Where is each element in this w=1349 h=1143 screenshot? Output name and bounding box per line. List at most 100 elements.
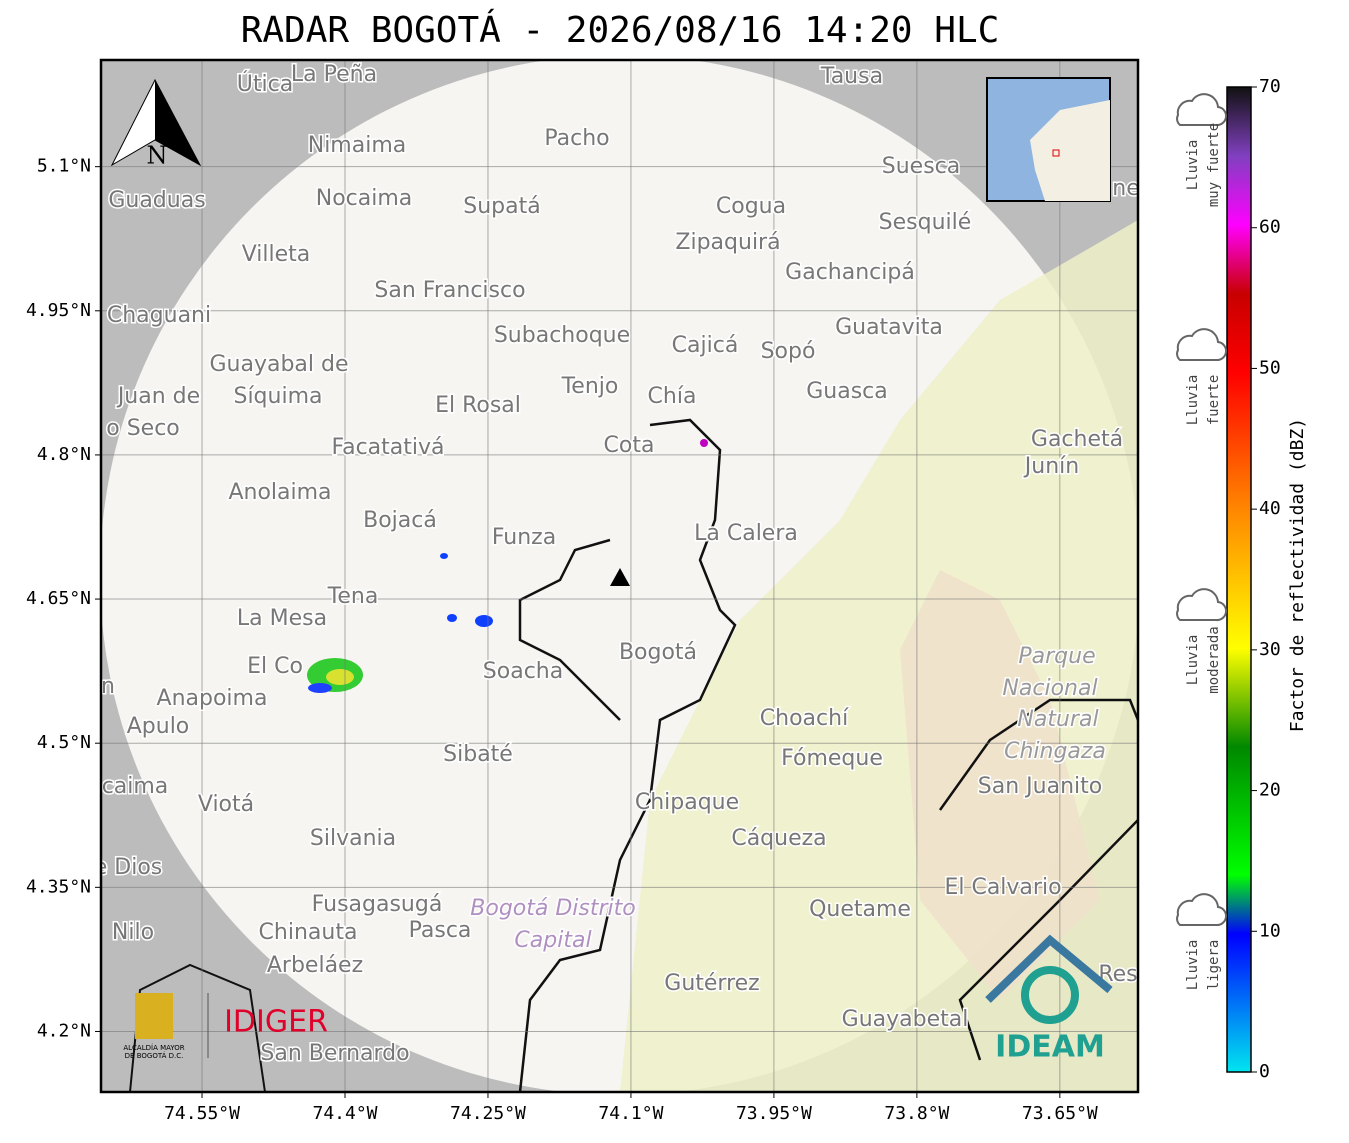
place-label: Fómeque [781,746,883,771]
lon-tick-label: 74.25°W [450,1103,526,1124]
place-label: Supatá [463,194,540,219]
colorbar-label: Factor de reflectividad (dBZ) [1287,418,1308,732]
colorbar [1226,86,1252,1073]
place-label: El Rosal [435,393,521,418]
legend-label: fuerte [1206,375,1222,426]
place-label: Choachí [760,706,849,731]
legend-label: Lluvia [1185,140,1201,191]
place-label: Síquima [233,384,322,409]
place-label: Zipaquirá [675,230,780,255]
place-label: Sesquilé [879,210,972,235]
place-label: La Peña [291,62,377,87]
idiger-logo: IDIGER [224,1005,328,1040]
place-label: Guayabal de [209,352,348,377]
place-label: Apulo [127,714,190,739]
place-label: Villeta [242,242,311,267]
colorbar-tick-label: 50 [1259,357,1281,378]
lat-tick-label: 4.35°N [26,876,91,897]
place-label: La Calera [694,521,798,546]
lon-tick-label: 73.95°W [736,1103,812,1124]
north-label: N [147,142,168,170]
place-label: San Juanito [978,774,1102,799]
title: RADAR BOGOTÁ - 2026/08/16 14:20 HLC [241,9,1000,51]
place-label: Chaguani [107,303,211,328]
place-label: o Seco [106,416,180,441]
place-label: Cáqueza [731,826,826,851]
rain-icon [1176,328,1227,362]
lon-tick-label: 73.65°W [1022,1103,1098,1124]
place-label: La Mesa [237,606,327,631]
place-label: Arbeláez [267,953,363,978]
place-label: Anolaima [228,480,331,505]
place-label: Nilo [112,920,154,945]
lat-tick-label: 4.2°N [37,1020,91,1041]
place-label: Quetame [809,897,911,922]
place-label: Capital [514,928,591,953]
place-label: Guayabetal [842,1007,969,1032]
colorbar-tick-label: 60 [1259,217,1281,238]
place-label: Fusagasugá [312,892,443,917]
place-label: Tausa [820,64,883,89]
place-label: n [101,674,115,699]
place-label: Viotá [198,792,254,817]
colorbar-tick-label: 10 [1259,920,1281,941]
lon-tick-label: 73.8°W [884,1103,949,1124]
place-label: Cogua [716,194,786,219]
place-label: Junín [1023,454,1079,479]
place-label: Suesca [882,154,960,179]
colorbar-tick-label: 20 [1259,780,1281,801]
legend-label: Lluvia [1185,635,1201,686]
place-label: Pacho [544,126,609,151]
colorbar-tick-label: 30 [1259,639,1281,660]
place-label: Bojacá [363,508,437,533]
ideam-logo: IDEAM [995,1030,1105,1065]
place-label: Chipaque [635,790,739,815]
place-label: Pasca [409,918,472,943]
colorbar-tick-label: 70 [1259,76,1281,97]
place-label: Nimaima [308,133,407,158]
place-label: Gachetá [1031,427,1123,452]
place-label: Anapoima [157,686,268,711]
lon-tick-label: 74.4°W [312,1103,377,1124]
lat-tick-label: 4.65°N [26,588,91,609]
place-label: Cajicá [672,333,739,358]
place-label: Parque [1018,644,1095,669]
place-label: San Francisco [374,278,525,303]
place-label: Soacha [483,659,563,684]
lat-tick-label: 5.1°N [37,156,91,177]
lat-tick-label: 4.5°N [37,732,91,753]
map-frame [99,58,1140,1094]
place-label: ne [1112,176,1139,201]
legend-label: ligera [1206,940,1222,991]
legend-label: Lluvia [1185,940,1201,991]
colorbar-tick-label: 0 [1259,1061,1270,1082]
place-label: Gachancipá [785,260,915,285]
alcaldia-text: DE BOGOTÁ D.C. [125,1051,184,1060]
place-label: Gutérrez [664,971,759,996]
rain-icon [1176,93,1227,127]
lat-tick-label: 4.8°N [37,444,91,465]
place-label: Funza [492,525,556,550]
place-label: Bogotá [619,640,697,665]
lon-tick-label: 74.1°W [598,1103,663,1124]
place-label: Sopó [761,339,816,364]
place-label: Bogotá Distrito [470,896,635,921]
place-label: Chía [648,384,697,409]
place-label: Cota [604,433,655,458]
place-label: Guatavita [835,315,943,340]
place-label: El Co [247,654,303,679]
place-label: Silvania [310,826,396,851]
place-label: San Bernardo [260,1041,409,1066]
place-label: Tena [327,584,379,609]
legend-label: muy fuerte [1206,123,1222,207]
lon-tick-label: 74.55°W [164,1103,240,1124]
place-label: Guasca [806,379,888,404]
place-label: Natural [1017,707,1098,732]
legend-label: Lluvia [1185,375,1201,426]
place-label: Útica [237,71,293,97]
place-label: caima [102,774,169,799]
place-label: Nacional [1002,676,1097,701]
place-label: El Calvario [944,875,1061,900]
legend-label: moderada [1206,626,1222,693]
